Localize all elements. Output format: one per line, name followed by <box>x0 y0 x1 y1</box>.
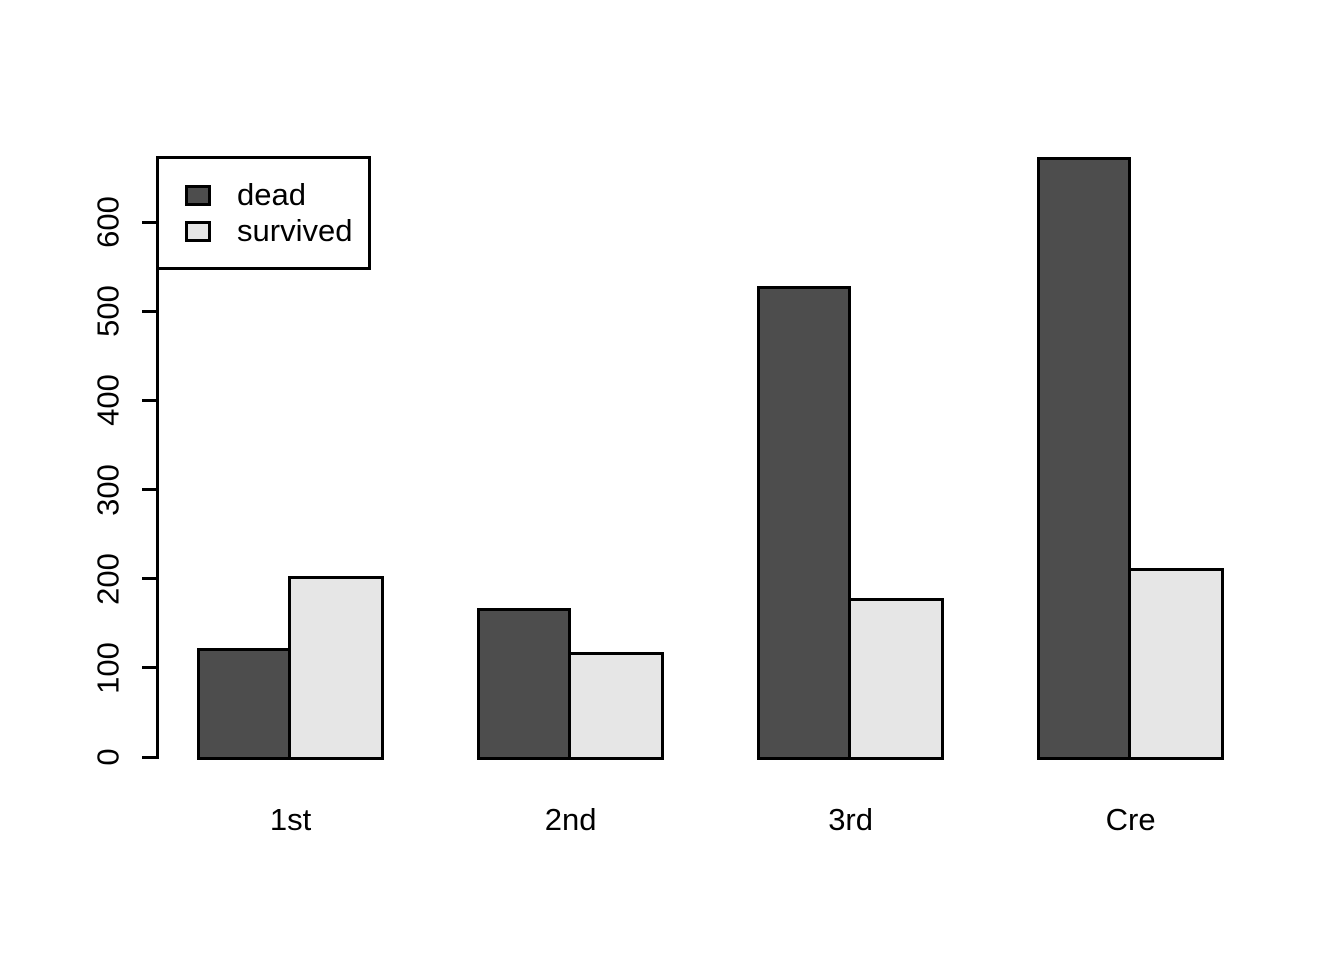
y-axis-tick <box>141 577 156 581</box>
legend-swatch-survived <box>185 220 211 242</box>
legend-entry: survived <box>185 214 368 248</box>
y-axis-tick <box>141 309 156 313</box>
bar <box>567 651 664 760</box>
bar <box>847 598 944 760</box>
x-axis-label: Cre <box>1105 802 1156 837</box>
bar <box>287 575 384 760</box>
x-axis-label: 3rd <box>828 802 873 837</box>
y-axis-tick <box>141 220 156 224</box>
y-axis-tick-label: 300 <box>90 463 126 516</box>
y-axis-tick <box>141 755 156 759</box>
x-axis-label: 1st <box>269 802 312 837</box>
bar <box>477 608 571 760</box>
y-axis-tick-label: 600 <box>90 196 126 248</box>
y-axis-tick <box>141 666 156 670</box>
y-axis-tick <box>141 488 156 491</box>
bar <box>1037 156 1131 760</box>
legend-label: survived <box>237 213 353 248</box>
y-axis-tick-label: 100 <box>90 641 126 694</box>
y-axis-tick-label: 200 <box>90 552 126 605</box>
x-axis-label: 2nd <box>544 802 597 837</box>
legend-swatch-dead <box>185 184 211 206</box>
legend-entry: dead <box>185 178 368 212</box>
legend: dead survived <box>156 156 371 270</box>
bar <box>197 648 291 760</box>
bar <box>757 286 851 760</box>
y-axis-line <box>155 220 159 759</box>
y-axis-tick-label: 400 <box>90 374 126 427</box>
legend-label: dead <box>237 177 306 212</box>
bar <box>1127 567 1224 760</box>
y-axis-tick-label: 0 <box>90 748 126 766</box>
y-axis-tick <box>141 398 156 402</box>
y-axis-tick-label: 500 <box>90 285 126 338</box>
